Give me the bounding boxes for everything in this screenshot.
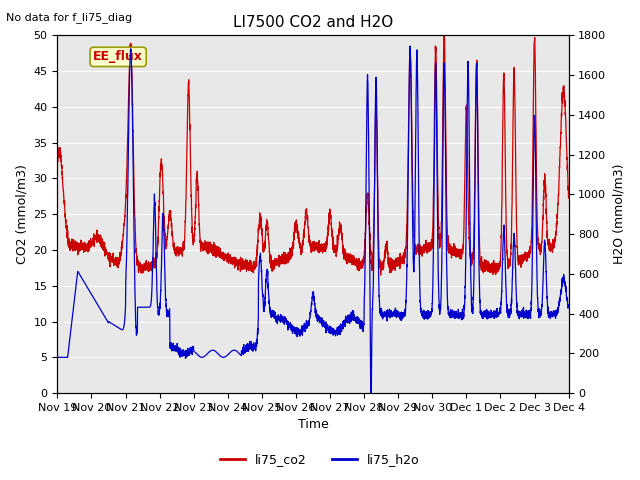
Legend: li75_co2, li75_h2o: li75_co2, li75_h2o: [215, 448, 425, 471]
Y-axis label: H2O (mmol/m3): H2O (mmol/m3): [612, 164, 625, 264]
Text: EE_flux: EE_flux: [93, 50, 143, 63]
Y-axis label: CO2 (mmol/m3): CO2 (mmol/m3): [15, 164, 28, 264]
Title: LI7500 CO2 and H2O: LI7500 CO2 and H2O: [233, 15, 393, 30]
X-axis label: Time: Time: [298, 419, 328, 432]
Text: No data for f_li75_diag: No data for f_li75_diag: [6, 12, 132, 23]
